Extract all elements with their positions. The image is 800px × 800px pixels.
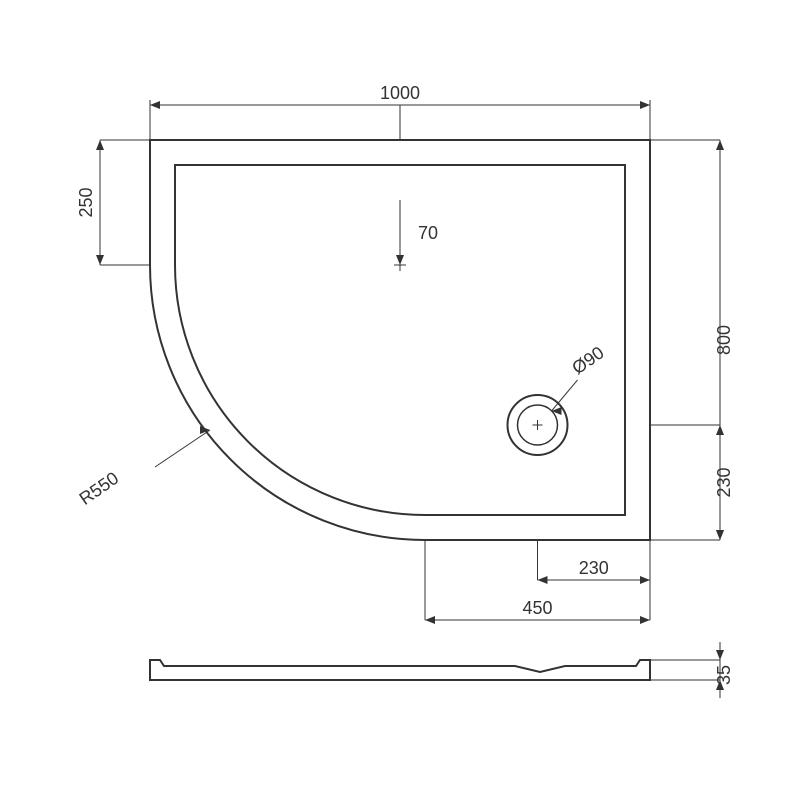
svg-text:450: 450 <box>522 598 552 618</box>
svg-text:70: 70 <box>418 223 438 243</box>
svg-text:1000: 1000 <box>380 83 420 103</box>
svg-text:800: 800 <box>714 325 734 355</box>
svg-text:250: 250 <box>76 187 96 217</box>
svg-text:35: 35 <box>714 665 734 685</box>
svg-text:230: 230 <box>579 558 609 578</box>
svg-text:Ø90: Ø90 <box>568 342 607 378</box>
svg-text:230: 230 <box>714 467 734 497</box>
svg-text:R550: R550 <box>76 468 123 509</box>
